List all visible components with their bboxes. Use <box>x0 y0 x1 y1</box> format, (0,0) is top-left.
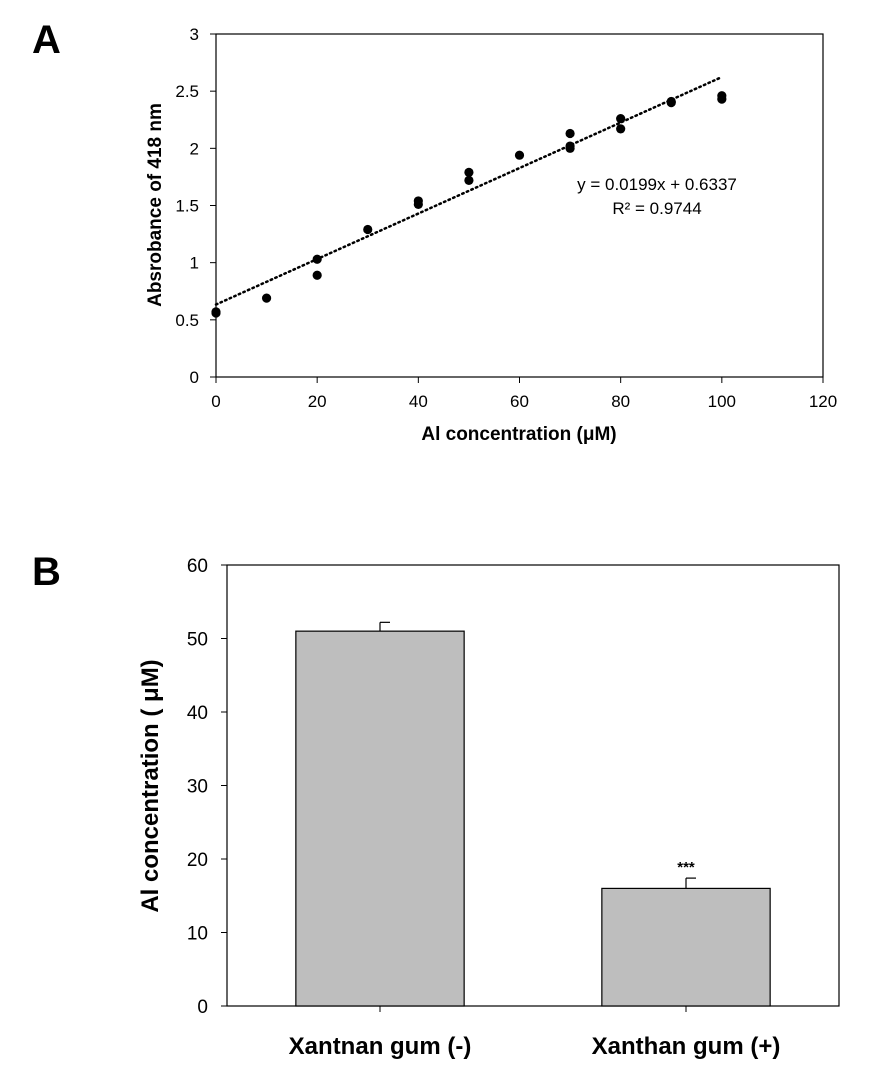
chart-a-x-tick-label: 80 <box>611 392 630 411</box>
chart-a-data-point <box>312 270 322 280</box>
chart-a-data-point <box>413 199 423 209</box>
chart-a-x-tick-label: 40 <box>409 392 428 411</box>
chart-a-trendline <box>214 75 724 306</box>
chart-a-data-point <box>211 308 221 318</box>
chart-b-significance-label: *** <box>677 859 695 876</box>
chart-b-y-tick-label: 0 <box>197 997 208 1018</box>
chart-a-data-point <box>514 150 525 160</box>
chart-b-y-tick-label: 50 <box>187 630 208 651</box>
chart-a-y-tick-label: 1 <box>190 254 199 273</box>
chart-b-y-tick-label: 10 <box>187 924 208 945</box>
chart-b-y-tick-label: 20 <box>187 850 208 871</box>
chart-b-y-tick-label: 40 <box>187 703 208 724</box>
chart-a-data-point <box>312 254 322 264</box>
chart-a-y-axis-label: Absrobance of 418 nm <box>145 103 166 307</box>
chart-a-data-point <box>464 167 474 177</box>
chart-a-x-tick-label: 60 <box>510 392 529 411</box>
chart-b-bar <box>295 630 465 1007</box>
chart-b-y-tick-label: 60 <box>187 556 208 577</box>
chart-a-data-point <box>717 94 727 104</box>
chart-a-x-tick-label: 120 <box>809 392 837 411</box>
panel-b-label: B <box>32 550 61 594</box>
chart-a-y-tick-label: 2 <box>190 139 199 158</box>
chart-a-data-point <box>666 98 676 108</box>
chart-a-y-tick-label: 1.5 <box>175 197 199 216</box>
chart-a-data-point <box>464 175 474 185</box>
chart-a-data-point <box>565 128 575 139</box>
chart-a-x-tick-label: 100 <box>708 392 736 411</box>
chart-a-x-axis-label: Al concentration (μM) <box>421 424 616 445</box>
chart-a-plot-frame <box>215 33 824 378</box>
chart-a-x-tick-label: 0 <box>211 392 220 411</box>
chart-a-y-tick-label: 2.5 <box>175 82 199 101</box>
chart-a: 0 20 40 60 80 100 120 0 0.5 1 1.5 2 2.5 3 y = 0.0199x… <box>145 25 837 445</box>
chart-b-category-label: Xanthan gum (+) <box>592 1033 781 1060</box>
panel-a-label: A <box>32 18 61 62</box>
chart-a-y-tick-label: 3 <box>190 25 199 44</box>
chart-a-data-point <box>616 124 626 134</box>
chart-b-y-tick-label: 30 <box>187 777 208 798</box>
chart-a-x-tick-label: 20 <box>308 392 327 411</box>
chart-a-data-point <box>261 293 272 303</box>
chart-b-y-axis-label: Al concentration ( μM) <box>137 659 164 912</box>
chart-b: *** Xantnan gum (-) Xanthan gum (+) 0 10 20 3… <box>137 556 840 1060</box>
chart-b-category-label: Xantnan gum (-) <box>289 1033 472 1060</box>
chart-b-bar <box>601 887 771 1007</box>
chart-a-equation: y = 0.0199x + 0.6337 <box>577 175 737 194</box>
chart-a-data-point <box>616 114 626 124</box>
chart-a-data-point <box>565 143 575 153</box>
chart-a-data-point <box>363 224 373 235</box>
chart-a-r-squared: R² = 0.9744 <box>612 199 701 218</box>
chart-a-y-tick-label: 0.5 <box>175 311 199 330</box>
chart-a-y-tick-label: 0 <box>190 368 199 387</box>
